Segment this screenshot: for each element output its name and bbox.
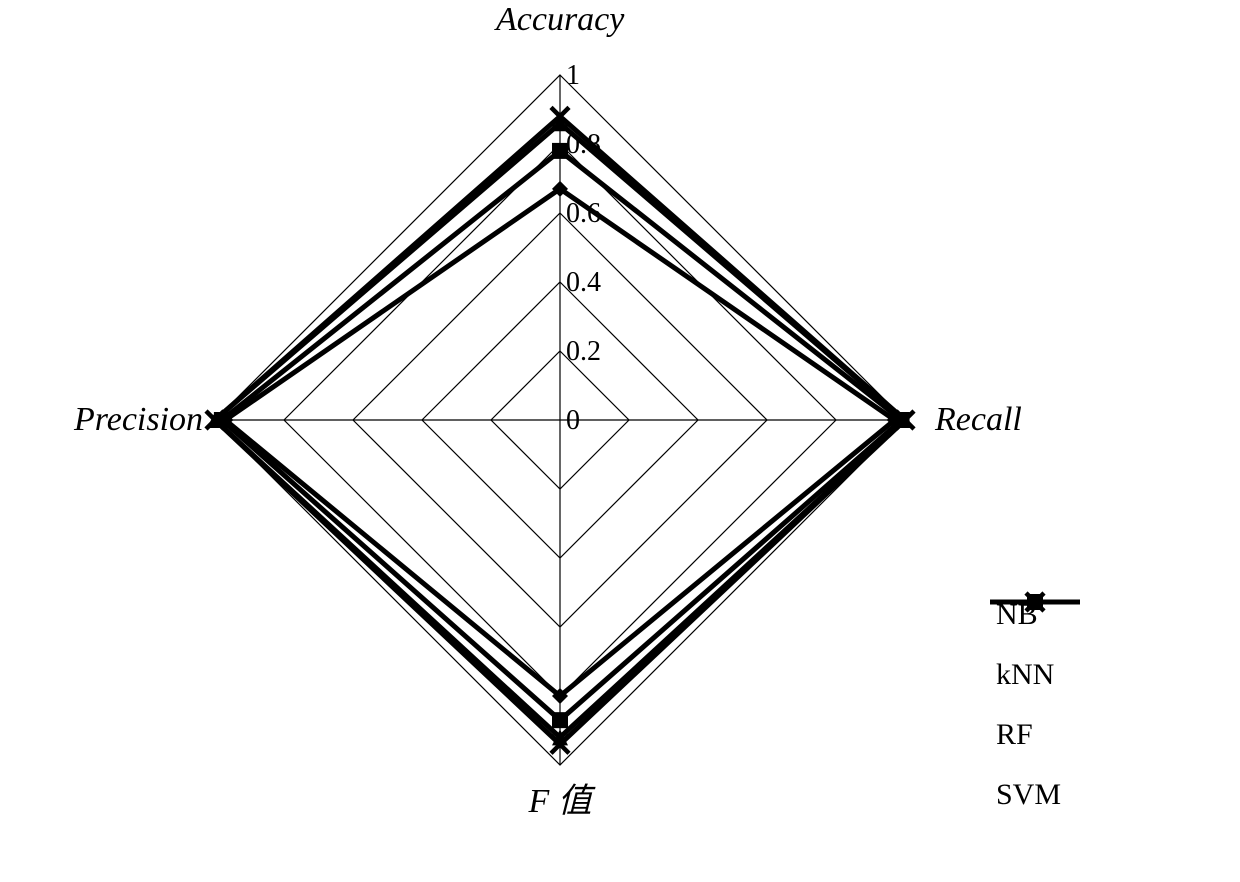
legend-item-knn: kNN xyxy=(990,650,1061,700)
axis-label-fvalue: F 值 xyxy=(529,773,592,822)
legend: NBkNNRFSVM xyxy=(990,590,1061,830)
legend-label: kNN xyxy=(996,658,1054,692)
series-line-knn xyxy=(222,151,902,720)
tick-label: 0.2 xyxy=(566,336,601,368)
legend-item-svm: SVM xyxy=(990,770,1061,820)
tick-label: 0.8 xyxy=(566,129,601,161)
axis-label-recall: Recall xyxy=(935,401,1022,439)
tick-label: 0.6 xyxy=(566,198,601,230)
axis-label-precision: Precision xyxy=(74,401,203,439)
legend-label: SVM xyxy=(996,778,1061,812)
axis-label-accuracy: Accuracy xyxy=(496,1,624,39)
tick-label: 0 xyxy=(566,405,580,437)
legend-item-rf: RF xyxy=(990,710,1061,760)
tick-label: 1 xyxy=(566,60,580,92)
tick-label: 0.4 xyxy=(566,267,601,299)
legend-label: RF xyxy=(996,718,1033,752)
legend-marker-svm xyxy=(990,590,1080,614)
marker-square xyxy=(552,712,568,728)
radar-chart-container: 0 0.2 0.4 0.6 0.8 1 Accuracy Recall F 值 Precision… xyxy=(0,0,1240,882)
